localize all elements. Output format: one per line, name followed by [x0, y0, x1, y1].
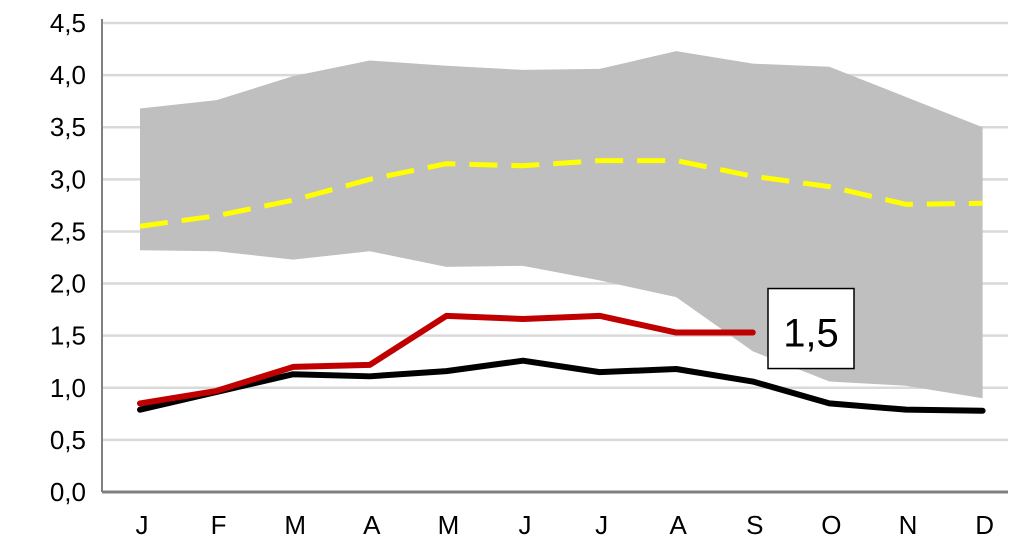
- range-band-area: [140, 51, 983, 399]
- y-tick-label: 4,0: [50, 60, 86, 90]
- callout-label: 1,5: [783, 312, 839, 356]
- x-tick-label: J: [136, 510, 149, 540]
- x-tick-label: M: [438, 510, 460, 540]
- y-tick-label: 3,0: [50, 164, 86, 194]
- callout-box: [767, 287, 855, 370]
- y-tick-label: 2,5: [50, 216, 86, 246]
- red-series-line: [137, 312, 756, 407]
- x-tick-label: O: [821, 510, 841, 540]
- x-tick-label: J: [595, 510, 608, 540]
- y-tick-label: 4,5: [50, 8, 86, 38]
- x-tick-label: A: [363, 510, 381, 540]
- x-tick-label: F: [211, 510, 227, 540]
- black-series-line: [137, 357, 986, 414]
- y-tick-label: 1,0: [50, 373, 86, 403]
- value-callout: 1,5: [767, 287, 855, 370]
- dashed-series-line: [139, 158, 983, 229]
- axes: [101, 19, 1008, 494]
- y-tick-label: 0,0: [50, 477, 86, 507]
- range-band: [140, 51, 983, 399]
- y-tick-label: 3,5: [50, 112, 86, 142]
- y-tick-label: 1,5: [50, 321, 86, 351]
- x-tick-label: S: [746, 510, 763, 540]
- x-tick-label: A: [670, 510, 688, 540]
- y-tick-labels: 0,0 0,5 1,0 1,5 2,0 2,5 3,0 3,5 4,0 4,5: [50, 8, 86, 507]
- series-lines: [137, 158, 986, 414]
- x-tick-label: D: [975, 510, 994, 540]
- x-tick-label: M: [284, 510, 306, 540]
- y-tick-label: 2,0: [50, 269, 86, 299]
- x-tick-label: J: [519, 510, 532, 540]
- x-tick-label: N: [899, 510, 918, 540]
- y-tick-label: 0,5: [50, 425, 86, 455]
